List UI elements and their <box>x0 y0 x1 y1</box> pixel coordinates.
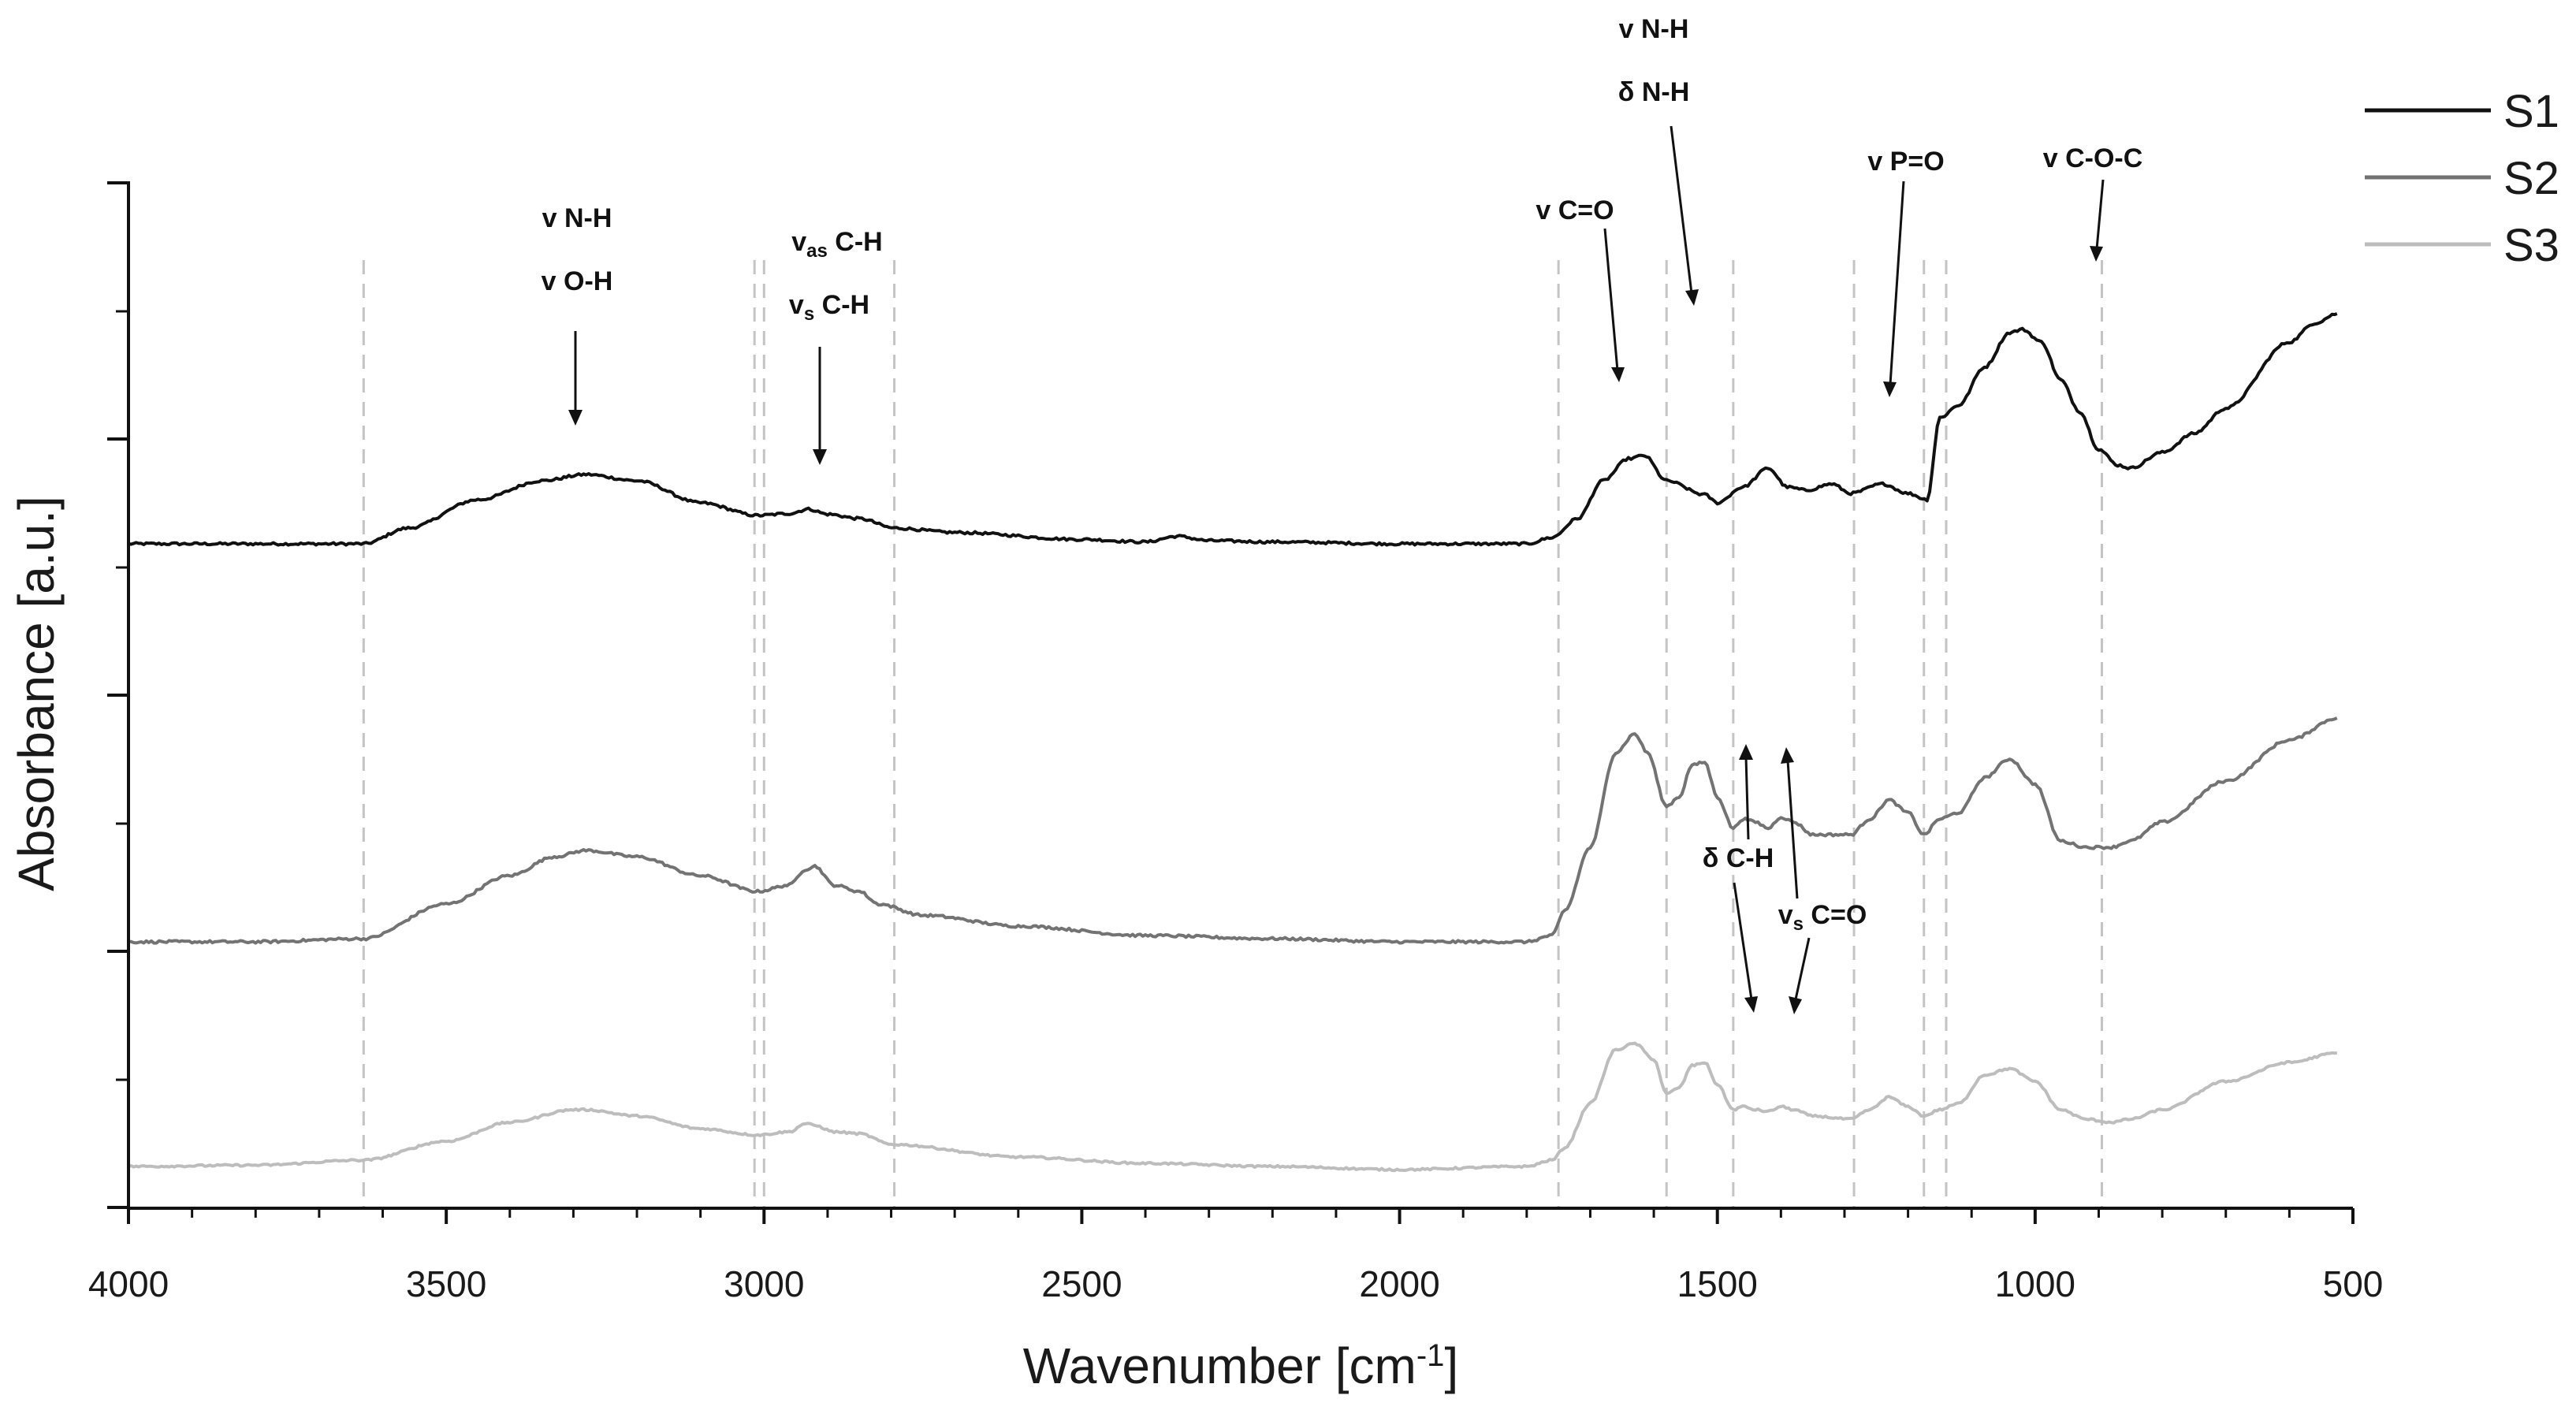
series-line-s1 <box>128 312 2338 547</box>
annotation-co-label: v C=O <box>1536 195 1614 225</box>
annotation-vs-co-arrow-up <box>1786 760 1799 899</box>
annotation-vs-co-arrow-down <box>1794 937 1811 1000</box>
annotation-ch-arrowhead <box>813 449 827 465</box>
annotation-po-label: v P=O <box>1867 147 1944 177</box>
legend-label-s2: S2 <box>2503 153 2559 204</box>
x-tick-label-4000: 4000 <box>88 1263 169 1304</box>
x-tick-label-3500: 3500 <box>406 1263 486 1304</box>
annotation-dch-arrow-up <box>1744 756 1750 840</box>
reference-lines <box>362 260 2104 1208</box>
annotation-nh-oh-arrowhead <box>568 410 583 426</box>
annotation-dch-label: δ C-H <box>1703 843 1774 873</box>
annotation-nh2-label: v N-H <box>1619 14 1689 44</box>
annotation-oh-label: v O-H <box>542 266 613 296</box>
annotation-vas-ch-label: vas C-H <box>791 227 883 262</box>
annotation-co-arrowhead <box>1611 367 1625 382</box>
annotation-nh2-arrowhead <box>1685 289 1699 306</box>
legend: S1 S2 S3 <box>2365 86 2559 271</box>
legend-label-s3: S3 <box>2503 220 2559 271</box>
annotation-vs-co-arrowhead-up <box>1781 747 1794 764</box>
annotation-coc-label: v C-O-C <box>2043 143 2143 173</box>
x-ticks: 4000 3500 3000 2500 2000 1500 1000 500 <box>88 1208 2384 1304</box>
annotation-dch-arrowhead-down <box>1744 996 1758 1013</box>
x-tick-label-2500: 2500 <box>1041 1263 1122 1304</box>
annotation-co-arrow <box>1603 228 1619 371</box>
annotation-dch-arrow-down <box>1733 882 1753 1000</box>
x-tick-label-1500: 1500 <box>1677 1263 1758 1304</box>
annotation-nh-label: v N-H <box>542 203 612 233</box>
annotation-nh2-arrow <box>1670 125 1693 294</box>
legend-label-s1: S1 <box>2503 86 2559 137</box>
annotation-coc-arrow <box>2095 179 2105 250</box>
y-ticks <box>107 181 128 1209</box>
annotation-vs-ch-label: vs C-H <box>789 290 869 325</box>
annotation-dch-arrowhead-up <box>1739 744 1753 760</box>
annotation-vs-co-arrowhead-down <box>1789 996 1802 1014</box>
x-tick-label-2000: 2000 <box>1359 1263 1439 1304</box>
y-axis-title: Absorbance [a.u.] <box>8 496 65 891</box>
series-line-s3 <box>128 1041 2337 1173</box>
annotation-coc-arrowhead <box>2090 246 2103 262</box>
annotation-vs-co-label: vs C=O <box>1778 900 1867 935</box>
x-tick-label-1000: 1000 <box>1995 1263 2075 1304</box>
x-tick-label-3000: 3000 <box>724 1263 804 1304</box>
annotations: v N-H v O-H vas C-H vs C-H v C=O v N-H δ… <box>542 14 2143 1014</box>
series-line-s2 <box>128 716 2338 945</box>
annotation-po-arrowhead <box>1883 381 1897 397</box>
series-layer <box>128 312 2338 1173</box>
x-tick-label-500: 500 <box>2323 1263 2384 1304</box>
annotation-po-arrow <box>1889 180 1905 385</box>
annotation-dnh-label: δ N-H <box>1618 77 1690 107</box>
x-axis-title: Wavenumber [cm-1] <box>1023 1337 1458 1394</box>
